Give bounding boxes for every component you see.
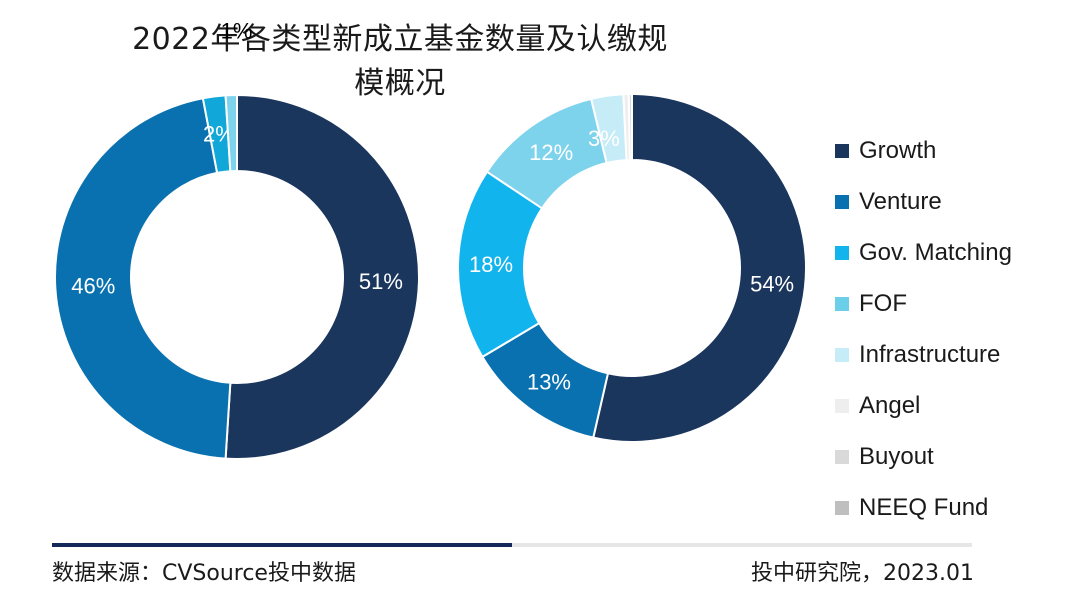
donut-slice-buyout (627, 92, 633, 162)
slice-label: 51% (359, 269, 403, 294)
slice-label: 13% (527, 369, 571, 394)
legend-label: Venture (859, 187, 942, 215)
legend-item: Buyout (835, 431, 1012, 482)
footer-divider-accent (52, 543, 512, 547)
legend-swatch (835, 347, 849, 362)
legend-item: Gov. Matching (835, 227, 1012, 278)
legend-item: NEEQ Fund (835, 482, 1012, 533)
credit-note: 投中研究院，2023.01 (751, 561, 974, 586)
donut-slice-growth (592, 92, 807, 443)
legend-label: Growth (859, 136, 937, 164)
legend-item: FOF (835, 278, 1012, 329)
legend-swatch (835, 398, 849, 413)
legend-swatch (835, 500, 849, 515)
donut-charts: 51%46%2%1%54%13%18%12%3% (54, 19, 807, 460)
legend-label: FOF (859, 289, 907, 317)
legend-item: Infrastructure (835, 329, 1012, 380)
legend-label: Gov. Matching (859, 238, 1012, 266)
legend-item: Venture (835, 176, 1012, 227)
legend-item: Angel (835, 380, 1012, 431)
slice-label: 46% (71, 274, 115, 299)
slice-label: 3% (588, 126, 620, 151)
legend-label: Infrastructure (859, 340, 1001, 368)
legend-swatch (835, 296, 849, 311)
legend-label: NEEQ Fund (859, 493, 989, 521)
footer-divider (52, 543, 972, 547)
legend-item: Growth (835, 125, 1012, 176)
legend-swatch (835, 143, 849, 158)
legend-swatch (835, 245, 849, 260)
slice-label: 12% (529, 140, 573, 165)
slice-label: 1% (221, 19, 253, 44)
chart-title: 2022年各类型新成立基金数量及认缴规模概况 (132, 22, 668, 101)
donut-slice-growth (224, 93, 420, 460)
legend-swatch (835, 194, 849, 209)
legend-label: Buyout (859, 442, 934, 470)
legend-label: Angel (859, 391, 921, 419)
donut-slice-venture (54, 97, 232, 460)
source-note: 数据来源：CVSource投中数据 (52, 561, 356, 586)
legend-swatch (835, 449, 849, 464)
slice-label: 18% (469, 252, 513, 277)
legend: Growth Venture Gov. Matching FOF Infrastruct… (835, 125, 1012, 533)
donut-slice-fof (224, 93, 238, 173)
slice-label: 54% (750, 271, 794, 296)
